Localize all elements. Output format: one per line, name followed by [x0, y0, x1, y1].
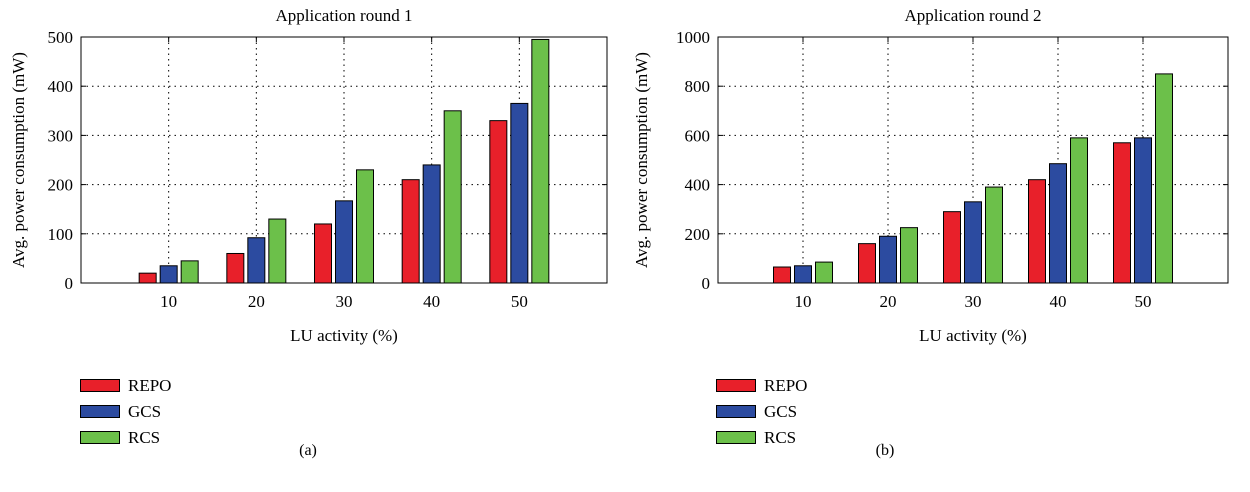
bar-gcs-20 — [879, 235, 897, 284]
bar-chart-b: Application round 2 0 200 400 600 800 1000 10 20… — [632, 6, 1229, 345]
x-tick-label: 10 — [160, 292, 177, 311]
y-tick-label: 1000 — [676, 28, 710, 47]
bar-rcs-20 — [268, 218, 287, 284]
bar-gcs-50 — [510, 102, 529, 284]
bar-rcs-30 — [356, 169, 374, 284]
legend-label-rcs: RCS — [128, 427, 161, 447]
legend-label-rcs: RCS — [764, 427, 797, 447]
bar-rcs-30 — [985, 186, 1003, 284]
chart-panel-b: Application round 2 0 200 400 600 800 1000 10 20… — [625, 0, 1250, 492]
bar-repo-20 — [858, 243, 876, 284]
y-tick-label: 400 — [685, 176, 711, 195]
y-tick-label: 200 — [48, 176, 74, 195]
x-axis-label: LU activity (%) — [290, 326, 398, 345]
chart-title: Application round 2 — [905, 6, 1042, 25]
bar-repo-50 — [489, 120, 508, 284]
x-tick-label: 40 — [423, 292, 440, 311]
bar-chart-a: Application round 1 0 100 200 300 400 500 10 20 3… — [9, 6, 608, 345]
bar-gcs-20 — [247, 237, 266, 284]
x-tick-label: 50 — [511, 292, 528, 311]
bar-repo-10 — [138, 272, 157, 284]
caption-a: (a) — [299, 442, 317, 459]
legend-swatch-rcs — [80, 430, 120, 444]
legend-label-repo: REPO — [128, 375, 172, 395]
y-tick-label: 300 — [48, 126, 74, 145]
legend-swatch-gcs — [80, 404, 120, 418]
x-tick-label: 50 — [1135, 292, 1152, 311]
y-tick-label: 800 — [685, 77, 711, 96]
legend-swatch-rcs — [716, 430, 756, 444]
bar-rcs-10 — [815, 261, 833, 284]
bar-gcs-30 — [335, 200, 353, 284]
y-axis-label: Avg. power consumption (mW) — [9, 52, 28, 268]
x-axis-label: LU activity (%) — [919, 326, 1027, 345]
plot-frame — [717, 36, 1229, 284]
bar-repo-20 — [226, 252, 245, 284]
bar-repo-40 — [401, 179, 420, 284]
legend-item-gcs: GCS — [716, 398, 807, 424]
bar-repo-40 — [1028, 179, 1046, 284]
y-tick-label: 0 — [65, 274, 74, 293]
x-tick-label: 30 — [965, 292, 982, 311]
bar-gcs-30 — [964, 201, 982, 284]
caption-b: (b) — [875, 442, 895, 459]
legend-label-gcs: GCS — [764, 401, 798, 421]
legend-label-repo: REPO — [764, 375, 808, 395]
legend-swatch-repo — [80, 378, 120, 392]
bar-rcs-10 — [180, 260, 199, 284]
x-tick-label: 40 — [1050, 292, 1067, 311]
bar-gcs-10 — [794, 265, 812, 284]
chart-panel-a: Application round 1 0 100 200 300 400 500 10 20 3… — [9, 6, 608, 459]
legend-a: REPO GCS RCS — [80, 372, 171, 450]
x-tick-label: 20 — [880, 292, 897, 311]
y-tick-label: 0 — [702, 274, 711, 293]
legend-item-gcs: GCS — [80, 398, 171, 424]
y-axis-label: Avg. power consumption (mW) — [632, 52, 651, 268]
x-tick-label: 20 — [248, 292, 265, 311]
x-tick-label: 10 — [795, 292, 812, 311]
y-tick-label: 600 — [685, 126, 711, 145]
bar-repo-30 — [943, 211, 961, 284]
legend-b: REPO GCS RCS — [716, 372, 807, 450]
y-tick-label: 200 — [685, 225, 711, 244]
bar-rcs-20 — [900, 227, 918, 284]
bar-repo-10 — [773, 266, 791, 284]
bar-rcs-50 — [531, 38, 550, 284]
bar-repo-30 — [314, 223, 332, 284]
y-tick-label: 100 — [48, 225, 74, 244]
bar-rcs-40 — [1070, 137, 1088, 284]
y-tick-label: 500 — [48, 28, 74, 47]
y-tick-label: 400 — [48, 77, 74, 96]
legend-label-gcs: GCS — [128, 401, 162, 421]
chart-title: Application round 1 — [276, 6, 413, 25]
legend-swatch-gcs — [716, 404, 756, 418]
bar-gcs-10 — [159, 265, 178, 284]
bar-gcs-40 — [1049, 163, 1067, 284]
bar-gcs-40 — [422, 164, 441, 284]
bar-gcs-50 — [1134, 137, 1152, 284]
legend-item-rcs: RCS — [80, 424, 171, 450]
bar-rcs-40 — [443, 110, 462, 284]
legend-swatch-repo — [716, 378, 756, 392]
plot-frame — [80, 36, 608, 284]
legend-item-repo: REPO — [716, 372, 807, 398]
legend-item-rcs: RCS — [716, 424, 807, 450]
legend-item-repo: REPO — [80, 372, 171, 398]
x-tick-label: 30 — [336, 292, 353, 311]
bar-rcs-50 — [1155, 73, 1173, 284]
bar-repo-50 — [1113, 142, 1131, 284]
